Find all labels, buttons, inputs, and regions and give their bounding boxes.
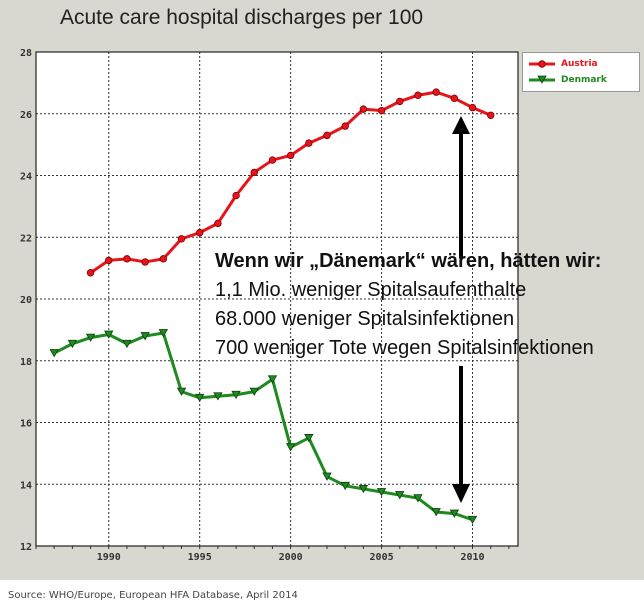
data-point-austria <box>341 122 349 130</box>
data-point-austria <box>468 103 477 112</box>
y-tick-label: 16 <box>20 419 32 430</box>
data-point-austria <box>268 156 277 164</box>
data-point-denmark <box>267 375 278 384</box>
data-point-denmark <box>340 481 350 491</box>
data-point-austria <box>214 219 222 228</box>
data-point-denmark <box>376 488 387 497</box>
data-point-austria <box>86 269 95 277</box>
chart-title: Acute care hospital discharges per 100 <box>60 6 424 29</box>
data-point-austria <box>414 91 422 99</box>
data-point-denmark <box>431 508 441 517</box>
legend: Austria Denmark <box>522 52 640 92</box>
annotation-heading: Wenn wir „Dänemark“ wären, hätten wir: <box>215 250 602 272</box>
data-point-austria <box>105 256 113 265</box>
legend-label-denmark: Denmark <box>561 75 607 85</box>
data-point-denmark <box>158 329 169 338</box>
data-point-denmark <box>122 339 132 349</box>
data-point-austria <box>396 97 404 106</box>
annotation-line-3: 700 weniger Tote wegen Spitalsinfektione… <box>215 337 594 359</box>
data-point-austria <box>359 105 368 113</box>
data-point-denmark <box>467 515 478 525</box>
data-point-austria <box>250 168 258 177</box>
data-point-denmark <box>213 392 223 401</box>
data-point-austria <box>177 235 186 243</box>
data-point-denmark <box>395 491 405 500</box>
x-tick-label: 2005 <box>370 552 394 563</box>
data-point-austria <box>450 94 459 103</box>
arrow-down-head <box>452 484 470 503</box>
data-point-denmark <box>85 333 96 342</box>
y-tick-label: 24 <box>20 172 32 183</box>
annotation-box: Wenn wir „Dänemark“ wären, hätten wir: 1… <box>215 246 635 363</box>
legend-label-austria: Austria <box>561 59 598 69</box>
legend-marker-austria <box>529 60 555 68</box>
annotation-line-1: 1,1 Mio. weniger Spitalsaufenthalte <box>215 279 527 301</box>
data-point-austria <box>487 111 495 119</box>
x-tick-label: 2010 <box>460 552 484 563</box>
data-point-austria <box>305 139 313 147</box>
data-point-denmark <box>249 387 259 396</box>
data-point-denmark <box>449 509 460 518</box>
data-point-austria <box>377 106 386 115</box>
data-point-austria <box>159 255 168 263</box>
data-point-austria <box>195 228 204 237</box>
y-tick-label: 18 <box>20 357 32 368</box>
chart-area: Acute care hospital discharges per 100 1… <box>0 0 644 580</box>
line-chart: 12 14 16 18 20 22 24 26 28 1990 1995 2000 2005 2010 <box>20 48 519 563</box>
x-tick-label: 1990 <box>97 552 121 563</box>
data-point-denmark <box>49 349 59 358</box>
data-point-denmark <box>322 472 332 481</box>
legend-item-denmark: Denmark <box>529 73 607 87</box>
data-point-denmark <box>104 330 114 339</box>
data-point-austria <box>232 191 240 200</box>
y-tick-label: 14 <box>20 480 32 491</box>
data-point-austria <box>141 258 149 266</box>
data-point-denmark <box>140 332 150 341</box>
y-tick-label: 12 <box>20 542 32 553</box>
data-point-denmark <box>358 484 369 494</box>
data-point-denmark <box>195 393 205 403</box>
legend-item-austria: Austria <box>529 57 598 71</box>
data-point-austria <box>286 151 295 160</box>
annotation-line-2: 68.000 weniger Spitalsinfektionen <box>215 308 515 330</box>
data-point-denmark <box>67 339 78 349</box>
x-tick-label: 1995 <box>188 552 212 563</box>
y-tick-label: 28 <box>20 48 32 59</box>
data-point-denmark <box>285 443 296 452</box>
plot-frame <box>35 51 519 547</box>
y-tick-label: 22 <box>20 233 32 244</box>
data-point-denmark <box>413 494 423 503</box>
y-tick-label: 26 <box>20 110 32 121</box>
source-note: Source: WHO/Europe, European HFA Databas… <box>8 590 298 601</box>
data-point-denmark <box>304 434 314 443</box>
legend-marker-denmark <box>529 75 555 84</box>
data-point-austria <box>323 131 331 140</box>
data-point-austria <box>123 255 131 263</box>
x-tick-label: 2000 <box>279 552 303 563</box>
data-point-denmark <box>176 387 187 396</box>
data-point-denmark <box>231 390 241 400</box>
data-point-austria <box>432 88 440 96</box>
arrow-up-head <box>452 116 470 134</box>
y-tick-label: 20 <box>20 295 32 306</box>
